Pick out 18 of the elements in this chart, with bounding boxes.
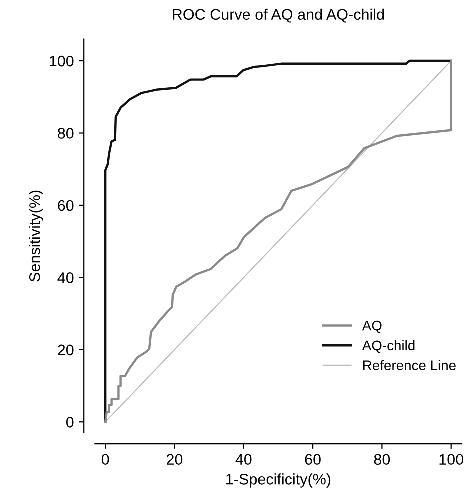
x-tick-label: 40 bbox=[236, 454, 252, 466]
y-tick-label: 20 bbox=[58, 344, 74, 356]
y-axis-title: Sensitivity(%) bbox=[29, 190, 44, 282]
chart-title: ROC Curve of AQ and AQ-child bbox=[173, 8, 384, 23]
y-tick-label: 100 bbox=[50, 56, 74, 67]
x-tick-label: 20 bbox=[167, 454, 183, 466]
x-tick-label: 60 bbox=[305, 454, 321, 466]
legend-label: AQ-child bbox=[362, 340, 415, 354]
y-tick-label: 0 bbox=[66, 416, 74, 428]
y-tick-label: 80 bbox=[58, 128, 74, 139]
x-tick-label: 80 bbox=[374, 454, 390, 466]
y-tick-label: 60 bbox=[58, 200, 74, 212]
legend-label: AQ bbox=[362, 320, 382, 334]
y-tick-label: 40 bbox=[58, 272, 74, 284]
x-axis-title: 1-Specificity(%) bbox=[226, 474, 331, 488]
legend-label: Reference Line bbox=[364, 360, 456, 370]
x-tick-label: 100 bbox=[440, 454, 464, 466]
x-tick-label: 0 bbox=[102, 454, 110, 466]
